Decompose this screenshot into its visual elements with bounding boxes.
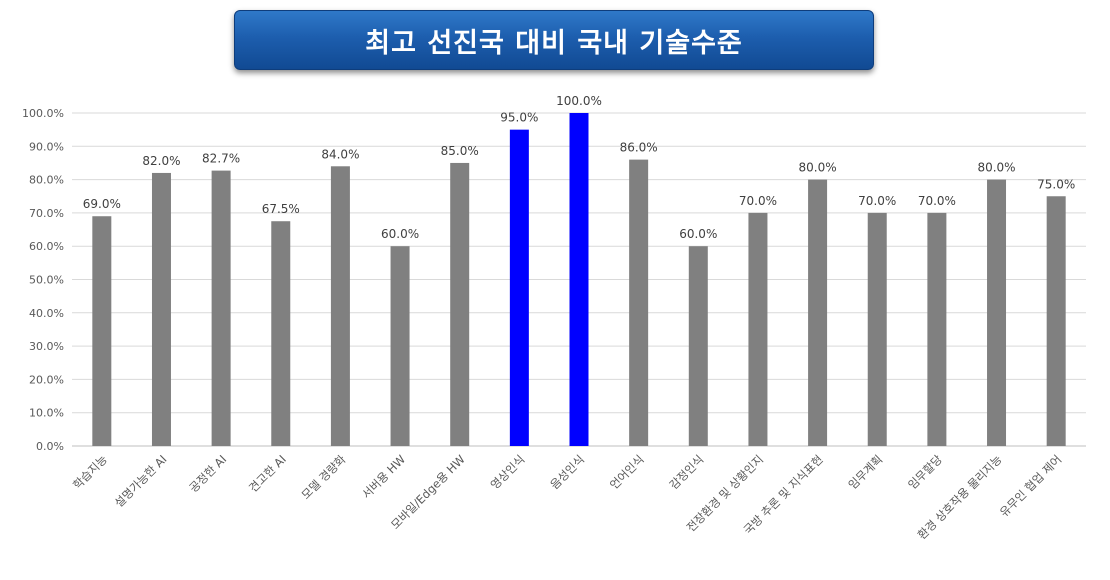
data-label: 95.0% [500,111,538,125]
data-label: 80.0% [977,161,1015,175]
bar [688,246,708,446]
y-tick-label: 90.0% [29,140,64,153]
y-tick-label: 60.0% [29,240,64,253]
data-label: 60.0% [381,227,419,241]
data-label: 80.0% [799,161,837,175]
x-tick-label: 언어인식 [607,452,647,492]
bar [211,170,231,446]
data-label: 70.0% [918,194,956,208]
x-tick-label: 유무인 협업 제어 [997,452,1064,519]
data-label: 100.0% [556,94,602,108]
x-tick-label: 임무계획 [846,452,886,492]
data-label: 75.0% [1037,177,1075,191]
y-tick-label: 80.0% [29,174,64,187]
x-tick-label: 공정한 AI [186,452,229,495]
bar [987,179,1007,446]
bar [271,221,291,446]
y-tick-label: 70.0% [29,207,64,220]
bar [390,246,410,446]
y-tick-label: 20.0% [29,373,64,386]
data-label: 70.0% [858,194,896,208]
bar [151,172,171,446]
x-tick-label: 음성인식 [547,452,587,492]
y-tick-label: 100.0% [22,107,64,120]
bar [92,216,112,446]
data-label: 86.0% [620,141,658,155]
chart-title: 최고 선진국 대비 국내 기술수준 [365,27,743,59]
data-label: 82.0% [142,154,180,168]
x-tick-label: 서버용 HW [359,452,408,501]
bar [748,212,768,446]
data-labels: 69.0% 82.0% 82.7% 67.5% 84.0% 60.0% 85.0% 95.0%… [83,94,1075,241]
chart-title-banner: 최고 선진국 대비 국내 기술수준 [234,10,874,70]
y-tick-label: 10.0% [29,407,64,420]
data-label: 69.0% [83,197,121,211]
x-tick-label: 학습지능 [70,452,110,492]
bar [569,113,589,446]
bars [92,113,1066,446]
y-tick-label: 40.0% [29,307,64,320]
data-label: 82.7% [202,152,240,166]
x-tick-label: 견고한 AI [246,452,289,495]
bar [450,162,470,446]
x-tick-label: 영상인식 [488,452,528,492]
data-label: 85.0% [441,144,479,158]
y-axis-ticks: 0.0% 10.0% 20.0% 30.0% 40.0% 50.0% 60.0% 70.0% 8… [22,107,64,453]
data-label: 70.0% [739,194,777,208]
bar [927,212,947,446]
x-tick-label: 임무할당 [905,452,945,492]
data-label: 84.0% [321,147,359,161]
bar [1046,196,1066,446]
x-tick-label: 모델 경량화 [299,452,349,502]
bar [808,179,828,446]
bar [867,212,887,446]
bar [509,129,529,446]
y-tick-label: 30.0% [29,340,64,353]
data-label: 60.0% [679,227,717,241]
bar [629,159,649,446]
x-tick-label: 설명가능한 AI [112,452,170,510]
y-tick-label: 50.0% [29,274,64,287]
bar [330,166,350,446]
category-labels: 학습지능 설명가능한 AI 공정한 AI 견고한 AI 모델 경량화 서버용 HW모바일/… [70,452,1064,542]
data-label: 67.5% [262,202,300,216]
y-tick-label: 0.0% [36,440,64,453]
x-tick-label: 감정인식 [667,452,707,492]
